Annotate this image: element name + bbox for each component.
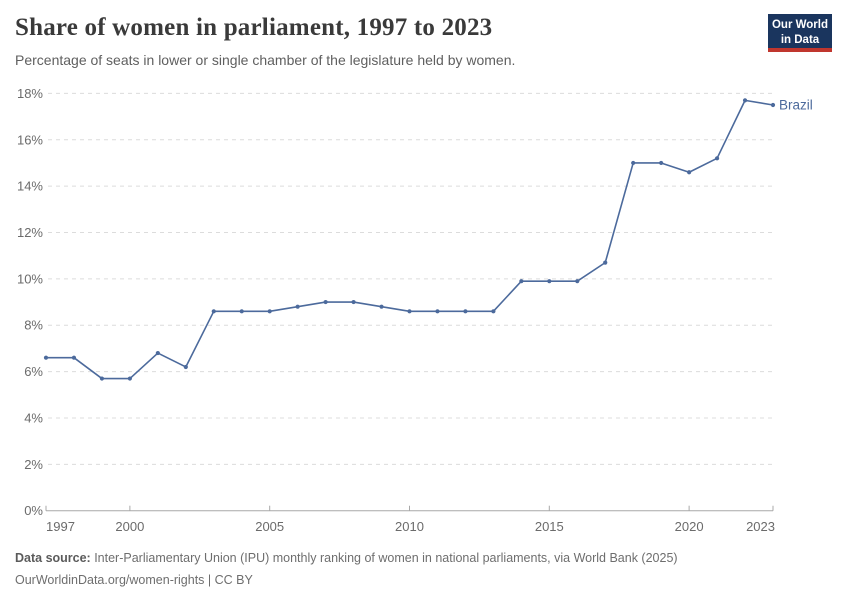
data-point-brazil-2022[interactable] bbox=[742, 98, 748, 103]
x-tick-label-2010: 2010 bbox=[395, 519, 424, 534]
data-point-brazil-2017[interactable] bbox=[603, 260, 608, 265]
data-point-brazil-2009[interactable] bbox=[379, 304, 384, 309]
x-tick-label-2023: 2023 bbox=[746, 519, 775, 534]
x-tick-label-2005: 2005 bbox=[255, 519, 284, 534]
data-line-brazil[interactable] bbox=[46, 99, 774, 380]
data-point-brazil-2007[interactable] bbox=[323, 299, 328, 305]
line-chart-canvas[interactable]: 0% 2% 4% 6% 8% 10% 12% 14% 16% 18% 1997 2000 2005 201… bbox=[0, 80, 850, 555]
data-source-text: Inter-Parliamentary Union (IPU) monthly … bbox=[90, 551, 678, 565]
series-end-label-brazil[interactable]: Brazil bbox=[779, 97, 813, 112]
y-tick-label-16pct: 16% bbox=[17, 132, 43, 147]
y-tick-label-4pct: 4% bbox=[24, 410, 43, 425]
page-subtitle: Percentage of seats in lower or single c… bbox=[15, 52, 516, 68]
data-point-brazil-2018[interactable] bbox=[631, 160, 636, 166]
x-tick-label-2020: 2020 bbox=[675, 519, 704, 534]
data-point-brazil-1997[interactable] bbox=[43, 355, 49, 360]
data-source-label: Data source: bbox=[15, 551, 91, 565]
data-point-brazil-1998[interactable] bbox=[71, 355, 77, 360]
y-tick-label-18pct: 18% bbox=[17, 86, 43, 101]
data-point-brazil-2023[interactable] bbox=[770, 102, 776, 108]
x-tick-label-1997: 1997 bbox=[46, 519, 75, 534]
data-point-brazil-2006[interactable] bbox=[295, 304, 300, 309]
data-point-brazil-2001[interactable] bbox=[155, 350, 160, 356]
y-tick-label-0pct: 0% bbox=[24, 503, 43, 518]
x-tick-label-2000: 2000 bbox=[115, 519, 144, 534]
data-point-brazil-1999[interactable] bbox=[99, 376, 105, 381]
owid-logo-line2: in Data bbox=[780, 33, 820, 46]
data-point-brazil-2004[interactable] bbox=[239, 309, 244, 314]
data-point-brazil-2000[interactable] bbox=[127, 376, 132, 381]
attribution-line: OurWorldinData.org/women-rights | CC BY bbox=[15, 573, 253, 587]
data-point-brazil-2002[interactable] bbox=[183, 364, 188, 370]
owid-logo-line1: Our World bbox=[771, 19, 828, 31]
data-point-brazil-2012[interactable] bbox=[463, 309, 468, 314]
data-point-brazil-2019[interactable] bbox=[659, 160, 664, 166]
data-point-brazil-2011[interactable] bbox=[435, 309, 440, 314]
data-point-brazil-2010[interactable] bbox=[407, 309, 412, 314]
y-tick-label-8pct: 8% bbox=[24, 318, 43, 333]
y-tick-label-2pct: 2% bbox=[24, 457, 43, 472]
data-point-brazil-2016[interactable] bbox=[575, 279, 580, 284]
data-point-brazil-2003[interactable] bbox=[211, 309, 216, 314]
y-tick-label-14pct: 14% bbox=[17, 179, 43, 194]
data-point-brazil-2005[interactable] bbox=[267, 309, 272, 314]
data-point-brazil-2008[interactable] bbox=[351, 299, 356, 305]
y-tick-label-6pct: 6% bbox=[24, 364, 43, 379]
data-point-brazil-2020[interactable] bbox=[687, 170, 692, 175]
data-point-brazil-2015[interactable] bbox=[547, 279, 552, 284]
y-tick-label-10pct: 10% bbox=[17, 271, 43, 286]
x-tick-label-2015: 2015 bbox=[535, 519, 564, 534]
data-point-brazil-2014[interactable] bbox=[519, 279, 524, 284]
data-source-line: Data source: Inter-Parliamentary Union (… bbox=[15, 547, 678, 569]
data-point-brazil-2013[interactable] bbox=[491, 309, 496, 314]
page-title: Share of women in parliament, 1997 to 20… bbox=[15, 14, 493, 41]
owid-logo[interactable]: Our World in Data bbox=[768, 14, 832, 52]
y-tick-label-12pct: 12% bbox=[17, 225, 43, 240]
chart-footer: Data source: Inter-Parliamentary Union (… bbox=[15, 547, 678, 591]
data-point-brazil-2021[interactable] bbox=[714, 156, 720, 161]
